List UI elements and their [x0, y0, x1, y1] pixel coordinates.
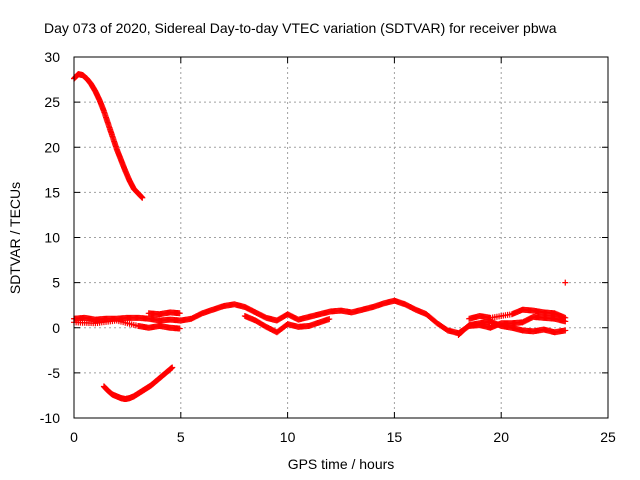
- data-point-marker: [562, 279, 569, 286]
- data-point-marker: [169, 364, 176, 371]
- y-tick-label: -10: [40, 410, 60, 426]
- x-tick-label: 20: [493, 429, 509, 445]
- data-point-marker: [562, 314, 569, 321]
- y-tick-label: 10: [44, 230, 60, 246]
- data-point-marker: [139, 194, 146, 201]
- x-tick-label: 10: [280, 429, 296, 445]
- y-tick-label: -5: [48, 365, 61, 381]
- x-axis-label: GPS time / hours: [287, 456, 395, 472]
- data-point-marker: [562, 327, 569, 334]
- y-tick-label: 0: [52, 320, 60, 336]
- x-tick-label: 25: [600, 429, 616, 445]
- tick-labels: 0 5 10 15 20 25 -10 -5 0 5 10 15 20 25 30: [40, 49, 616, 445]
- y-axis-label: SDTVAR / TECUs: [7, 181, 23, 295]
- data-point-marker: [326, 316, 333, 323]
- grid-lines: [74, 57, 608, 418]
- x-tick-label: 0: [70, 429, 78, 445]
- chart-title: Day 073 of 2020, Sidereal Day-to-day VTE…: [44, 20, 557, 36]
- x-tick-label: 15: [387, 429, 403, 445]
- plot-frame: [73, 56, 609, 419]
- y-tick-label: 30: [44, 49, 60, 65]
- y-tick-label: 5: [52, 275, 60, 291]
- data-point-marker: [176, 325, 183, 332]
- data-points: [71, 71, 569, 403]
- x-tick-label: 5: [177, 429, 185, 445]
- y-tick-label: 25: [44, 94, 60, 110]
- y-tick-label: 15: [44, 184, 60, 200]
- data-point-marker: [176, 310, 183, 317]
- y-tick-label: 20: [44, 139, 60, 155]
